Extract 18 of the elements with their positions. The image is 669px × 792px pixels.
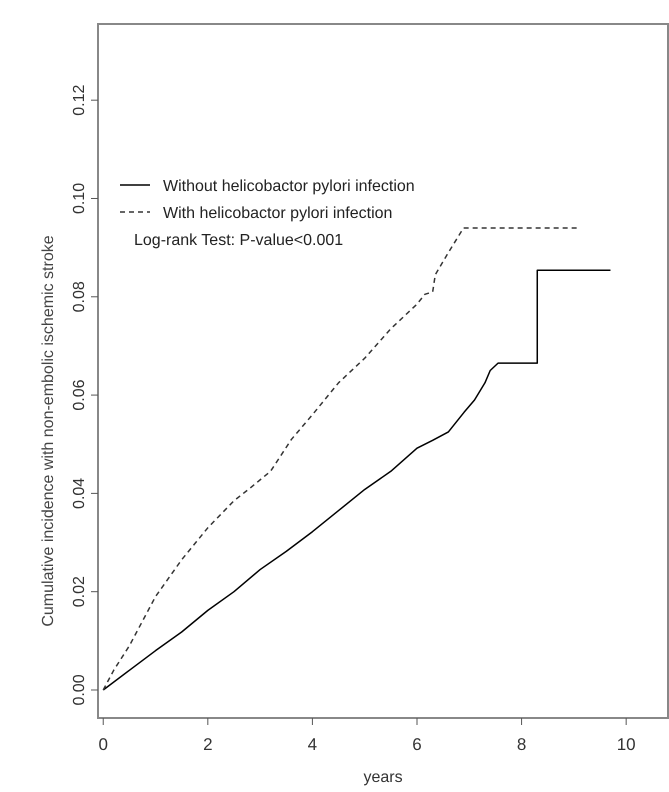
x-tick-label: 2 [203,735,213,754]
x-tick-label: 10 [616,735,636,754]
y-tick-label: 0.02 [71,576,88,608]
y-axis-title: Cumulative incidence with non-embolic ischemic stroke [40,235,57,627]
x-tick-label: 4 [308,735,318,754]
y-tick-label: 0.00 [71,674,88,706]
y-tick-label: 0.04 [71,478,88,509]
y-tick-label: 0.08 [71,281,88,312]
x-tick-label: 6 [412,735,422,754]
legend-label: With helicobactor pylori infection [163,205,392,222]
annotation: Log-rank Test: P-value<0.001 [134,232,344,249]
y-tick-label: 0.06 [71,379,88,411]
x-tick-label: 0 [98,735,108,754]
y-tick-label: 0.10 [71,182,88,214]
x-axis-title: years [363,769,403,786]
legend-label: Without helicobactor pylori infection [163,178,415,195]
x-tick-label: 8 [516,735,526,754]
y-tick-label: 0.12 [71,84,88,116]
